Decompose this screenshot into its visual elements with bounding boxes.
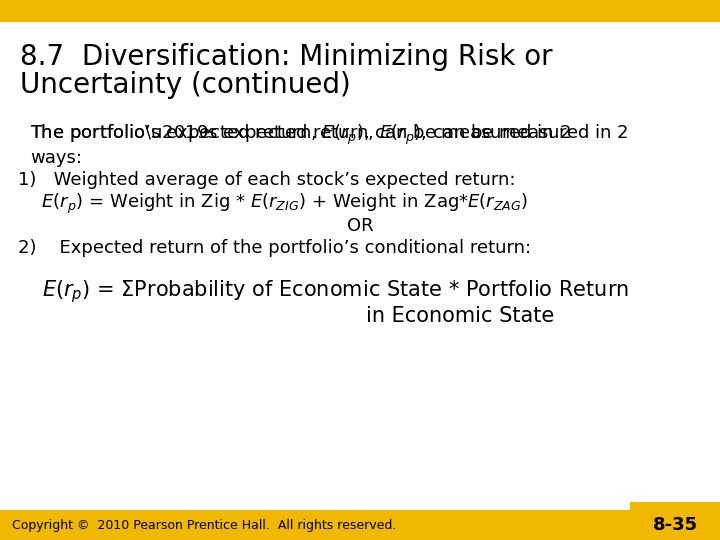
Text: Uncertainty (continued): Uncertainty (continued) (20, 71, 351, 99)
Text: ways:: ways: (30, 149, 82, 167)
Text: in Economic State: in Economic State (366, 306, 554, 326)
Text: 1)   Weighted average of each stock’s expected return:: 1) Weighted average of each stock’s expe… (18, 171, 516, 189)
Text: 8.7  Diversification: Minimizing Risk or: 8.7 Diversification: Minimizing Risk or (20, 43, 553, 71)
Text: $E(r_p)$ = $\Sigma$Probability of Economic State * Portfolio Return: $E(r_p)$ = $\Sigma$Probability of Econom… (42, 279, 629, 306)
Text: Copyright ©  2010 Pearson Prentice Hall.  All rights reserved.: Copyright © 2010 Pearson Prentice Hall. … (12, 518, 397, 531)
Bar (0, 510, 720, 540)
Text: The portfolio’s expected return, $E(r_p)$, can be measured in 2: The portfolio’s expected return, $E(r_p)… (30, 123, 571, 147)
Bar (0, 0, 720, 22)
Bar (630, 502, 720, 540)
Text: 8-35: 8-35 (652, 516, 698, 534)
Text: $E(r_p)$ = Weight in Zig * $E(r_{ZIG})$ + Weight in Zag*$E(r_{ZAG})$: $E(r_p)$ = Weight in Zig * $E(r_{ZIG})$ … (30, 192, 528, 216)
Text: OR: OR (347, 217, 373, 235)
Text: 2)    Expected return of the portfolio’s conditional return:: 2) Expected return of the portfolio’s co… (18, 239, 531, 257)
Text: The portfolio\u2019s expected return, $E(r_p)$, can be measured in 2: The portfolio\u2019s expected return, $E… (30, 123, 629, 147)
